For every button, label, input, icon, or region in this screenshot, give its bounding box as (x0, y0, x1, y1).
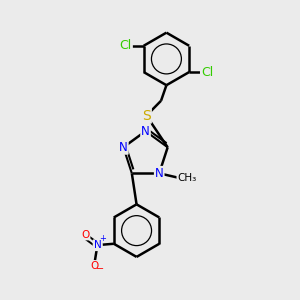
Text: N: N (94, 240, 101, 250)
Text: N: N (155, 167, 164, 180)
Text: O: O (91, 261, 99, 271)
Text: Cl: Cl (120, 39, 132, 52)
Text: CH₃: CH₃ (177, 173, 196, 183)
Text: Cl: Cl (201, 66, 213, 79)
Text: O: O (81, 230, 90, 239)
Text: N: N (141, 125, 150, 138)
Text: −: − (96, 263, 104, 274)
Text: +: + (99, 234, 106, 243)
Text: N: N (119, 141, 128, 154)
Text: S: S (142, 109, 151, 123)
